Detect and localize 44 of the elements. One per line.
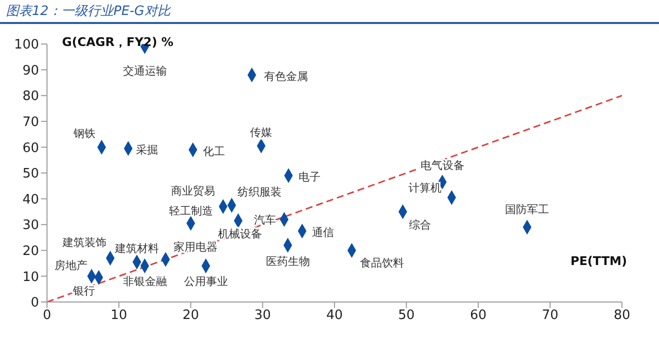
x-tick-label: 40 — [326, 308, 343, 324]
annotation: 医药生物 — [266, 255, 310, 268]
annotation: 轻工制造 — [168, 204, 213, 218]
y-tick-label: 70 — [22, 115, 39, 130]
annotation: 公用事业 — [184, 274, 228, 288]
x-tick-label: 30 — [254, 308, 271, 324]
annotation: 通信 — [312, 226, 334, 240]
annotation: 化工 — [202, 144, 225, 158]
annotation: 食品饮料 — [360, 256, 404, 270]
annotation: 国防军工 — [505, 203, 550, 216]
annotation: 综合 — [408, 218, 431, 232]
x-axis-title: PE(TTM) — [570, 254, 627, 268]
y-tick-label: 60 — [22, 140, 39, 156]
y-tick-label: 10 — [22, 270, 39, 285]
x-tick-label: 20 — [182, 308, 200, 324]
annotation: 传媒 — [250, 126, 272, 139]
chart-title: 图表12：一级行业PE-G对比 — [0, 0, 659, 24]
annotation: 纺织服装 — [238, 185, 282, 198]
y-tick-label: 20 — [22, 244, 39, 260]
x-tick-label: 70 — [542, 308, 558, 324]
y-tick-label: 0 — [30, 296, 39, 311]
annotation: 建筑材料 — [114, 242, 159, 256]
annotation: 商业贸易 — [171, 184, 216, 198]
y-tick-label: 90 — [22, 63, 39, 78]
x-tick-label: 80 — [614, 308, 630, 324]
y-axis-title: G(CAGR，FY2) % — [62, 34, 174, 51]
annotation: 建筑装饰 — [61, 236, 106, 250]
annotation: 有色金属 — [264, 70, 308, 83]
x-tick-label: 10 — [110, 308, 128, 324]
y-tick-label: 40 — [22, 192, 39, 208]
annotation: 采掘 — [136, 143, 158, 156]
annotation: 交通运输 — [122, 64, 167, 78]
x-tick-label: 0 — [42, 308, 52, 324]
annotation: 钢铁 — [72, 127, 96, 140]
annotation: 房地产 — [54, 259, 88, 272]
x-tick-label: 50 — [398, 308, 415, 324]
annotation: 电子 — [298, 170, 320, 184]
y-tick-label: 80 — [22, 89, 39, 104]
x-tick-label: 60 — [470, 308, 487, 324]
annotation: 非银金融 — [122, 274, 167, 288]
y-tick-label: 50 — [22, 166, 39, 182]
annotation: 计算机 — [408, 182, 442, 195]
y-tick-label: 100 — [14, 38, 39, 53]
y-tick-label: 30 — [22, 218, 39, 234]
